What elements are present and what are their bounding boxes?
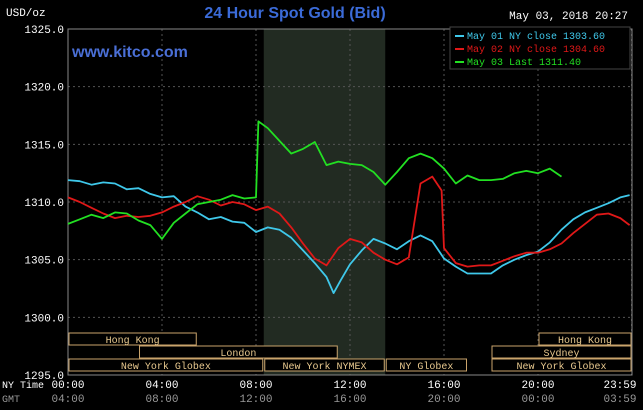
- x-row-label: GMT: [2, 395, 20, 406]
- x-tick-label: 08:00: [145, 394, 178, 406]
- session-bar: [139, 345, 338, 359]
- session-label: NY Globex: [399, 361, 453, 373]
- chart-title: 24 Hour Spot Gold (Bid): [204, 5, 385, 22]
- x-tick-label: 00:00: [51, 380, 84, 392]
- x-tick-label: 03:59: [603, 394, 636, 406]
- x-tick-label: 23:59: [603, 380, 636, 392]
- x-tick-label: 08:00: [239, 380, 272, 392]
- x-tick-label: 16:00: [333, 394, 366, 406]
- timestamp: May 03, 2018 20:27: [509, 11, 628, 23]
- session-label: New York Globex: [516, 361, 606, 373]
- x-tick-label: 20:00: [427, 394, 460, 406]
- series-line: [67, 120, 563, 240]
- x-row-label: NY Time: [2, 380, 44, 392]
- x-tick-label: 20:00: [521, 380, 554, 392]
- session-label: Hong Kong: [558, 336, 612, 347]
- y-tick-label: 1320.0: [24, 83, 64, 95]
- y-tick-label: 1295.0: [24, 371, 64, 383]
- legend-entry: May 03 Last 1311.40: [467, 58, 581, 69]
- series-line: [67, 175, 631, 268]
- y-tick-label: 1300.0: [24, 313, 64, 325]
- session-bar: [385, 358, 467, 372]
- plot-border: [67, 28, 633, 376]
- session-bar: [68, 358, 264, 372]
- session-label: London: [220, 348, 256, 360]
- x-tick-label: 12:00: [333, 380, 366, 392]
- session-bar: [538, 332, 632, 346]
- session-bar: [264, 358, 385, 372]
- session-label: Hong Kong: [106, 336, 160, 347]
- x-tick-label: 00:00: [521, 394, 554, 406]
- watermark-url: www.kitco.com: [71, 44, 188, 61]
- y-tick-label: 1325.0: [24, 25, 64, 37]
- y-tick-label: 1305.0: [24, 256, 64, 268]
- x-tick-label: 16:00: [427, 380, 460, 392]
- y-axis-unit-label: USD/oz: [6, 8, 46, 20]
- y-tick-label: 1310.0: [24, 198, 64, 210]
- session-label: New York Globex: [121, 361, 211, 373]
- y-tick-label: 1315.0: [24, 140, 64, 152]
- legend-entry: May 01 NY close 1303.60: [467, 31, 605, 43]
- x-tick-label: 04:00: [145, 380, 178, 392]
- x-tick-label: 04:00: [51, 394, 84, 406]
- legend-box: [449, 26, 631, 70]
- session-bar: [491, 345, 632, 359]
- session-label: New York NYMEX: [282, 361, 366, 373]
- x-tick-label: 12:00: [239, 394, 272, 406]
- session-label: Sydney: [543, 348, 579, 360]
- session-bar: [68, 332, 197, 346]
- session-bar: [491, 358, 632, 372]
- legend-entry: May 02 NY close 1304.60: [467, 44, 605, 56]
